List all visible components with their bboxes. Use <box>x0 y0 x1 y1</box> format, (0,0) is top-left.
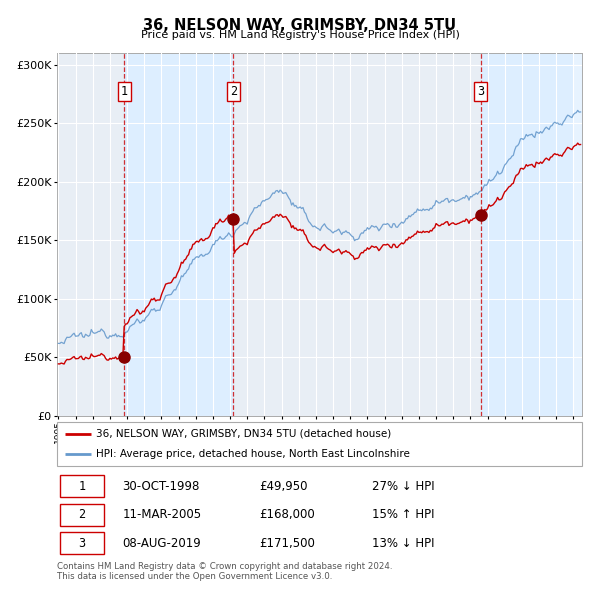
Text: 3: 3 <box>79 537 86 550</box>
Bar <box>124 53 233 416</box>
Polygon shape <box>574 53 590 416</box>
Text: 1: 1 <box>121 85 128 98</box>
Text: 27% ↓ HPI: 27% ↓ HPI <box>372 480 434 493</box>
FancyBboxPatch shape <box>57 422 582 466</box>
Text: 2: 2 <box>79 508 86 522</box>
Bar <box>481 53 599 416</box>
Text: 3: 3 <box>477 85 484 98</box>
Text: HPI: Average price, detached house, North East Lincolnshire: HPI: Average price, detached house, Nort… <box>97 449 410 459</box>
Text: 13% ↓ HPI: 13% ↓ HPI <box>372 537 434 550</box>
FancyBboxPatch shape <box>59 504 104 526</box>
Text: 11-MAR-2005: 11-MAR-2005 <box>122 508 202 522</box>
Text: 30-OCT-1998: 30-OCT-1998 <box>122 480 200 493</box>
Text: £49,950: £49,950 <box>259 480 308 493</box>
Text: 2: 2 <box>230 85 237 98</box>
Text: 15% ↑ HPI: 15% ↑ HPI <box>372 508 434 522</box>
Text: 08-AUG-2019: 08-AUG-2019 <box>122 537 202 550</box>
Text: 1: 1 <box>79 480 86 493</box>
Text: £168,000: £168,000 <box>259 508 315 522</box>
Text: 36, NELSON WAY, GRIMSBY, DN34 5TU (detached house): 36, NELSON WAY, GRIMSBY, DN34 5TU (detac… <box>97 429 392 439</box>
Text: Price paid vs. HM Land Registry's House Price Index (HPI): Price paid vs. HM Land Registry's House … <box>140 30 460 40</box>
Text: £171,500: £171,500 <box>259 537 315 550</box>
Text: 36, NELSON WAY, GRIMSBY, DN34 5TU: 36, NELSON WAY, GRIMSBY, DN34 5TU <box>143 18 457 32</box>
Text: Contains HM Land Registry data © Crown copyright and database right 2024.
This d: Contains HM Land Registry data © Crown c… <box>57 562 392 581</box>
FancyBboxPatch shape <box>59 532 104 555</box>
FancyBboxPatch shape <box>59 475 104 497</box>
